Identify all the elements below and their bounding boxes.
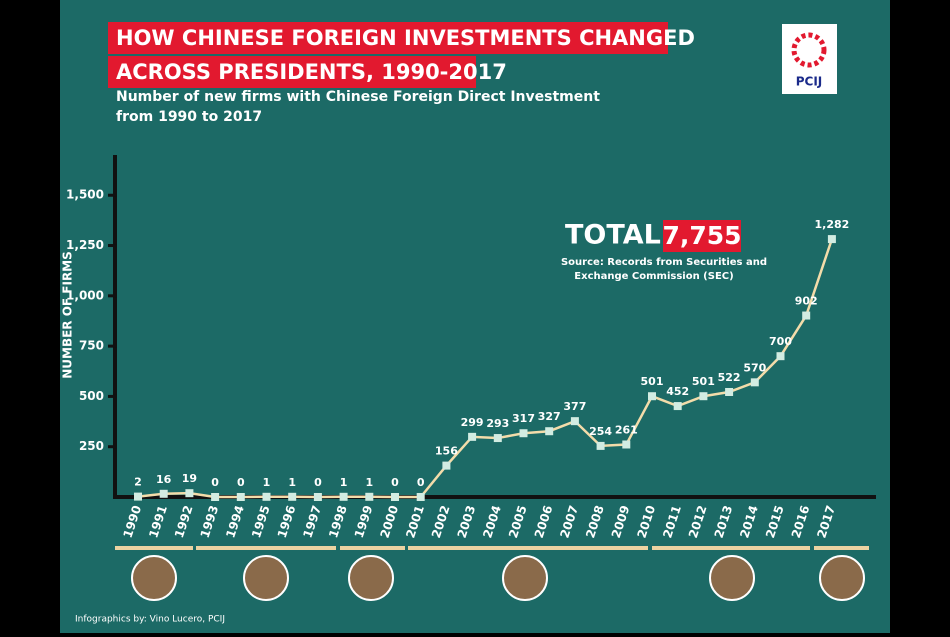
value-label: 501: [692, 375, 715, 388]
photo: [131, 555, 177, 601]
value-label: 902: [795, 295, 818, 308]
marker: [725, 387, 734, 396]
value-label: 377: [563, 400, 586, 413]
marker: [545, 427, 554, 436]
marker: [185, 489, 194, 498]
marker: [365, 492, 374, 501]
y-tick-label: 1,000: [66, 288, 104, 302]
marker: [339, 492, 348, 501]
y-tick-label: 1,250: [66, 238, 104, 252]
panel: [60, 0, 890, 633]
photo: [348, 555, 394, 601]
marker: [519, 429, 528, 438]
marker: [570, 417, 579, 426]
value-label: 0: [417, 476, 425, 489]
source: Source: Records from Securities and: [561, 257, 767, 268]
value-label: 19: [182, 472, 197, 485]
y-axis-label: NUMBER OF FIRMS: [61, 251, 75, 379]
value-label: 0: [314, 476, 322, 489]
value-label: 317: [512, 412, 535, 425]
value-label: 293: [486, 417, 509, 430]
value-label: 2: [134, 476, 142, 489]
marker: [750, 378, 759, 387]
marker: [699, 392, 708, 401]
value-label: 299: [461, 416, 484, 429]
y-tick-label: 750: [79, 339, 104, 353]
y-tick-label: 500: [79, 389, 104, 403]
y-tick-label: 1,500: [66, 188, 104, 202]
marker: [288, 492, 297, 501]
y-tick-label: 250: [79, 439, 104, 453]
marker: [648, 392, 656, 401]
marker: [262, 492, 271, 501]
marker: [159, 489, 168, 498]
term-bar: [652, 546, 810, 550]
marker: [416, 493, 425, 501]
line: [137, 238, 834, 499]
marker: [622, 440, 631, 449]
value-label: 1: [288, 476, 296, 489]
marker: [211, 493, 220, 501]
photo: [243, 555, 289, 601]
value-label: 570: [743, 361, 766, 374]
photo: [819, 555, 865, 601]
value-label: 0: [211, 476, 219, 489]
value-label: 452: [666, 385, 689, 398]
value-label: 700: [769, 335, 792, 348]
marker: [468, 432, 477, 441]
president-photos: [131, 555, 865, 601]
term-bar: [814, 546, 869, 550]
president-bars: [115, 546, 869, 550]
title: ACROSS PRESIDENTS, 1990-2017: [116, 60, 507, 84]
marker: [596, 441, 605, 450]
value-label: 327: [538, 410, 561, 423]
term-bar: [340, 546, 405, 550]
total-bg: [663, 220, 741, 252]
marker: [442, 461, 451, 470]
value-label: 16: [156, 473, 172, 486]
marker: [673, 402, 682, 411]
value-label: 1,282: [815, 218, 850, 231]
term-bar: [115, 546, 193, 550]
photo: [502, 555, 548, 601]
marker: [236, 493, 245, 501]
term-bar: [196, 546, 336, 550]
marker: [827, 235, 836, 244]
value-label: 1: [365, 476, 373, 489]
credit: Infographics by: Vino Lucero, PCIJ: [75, 615, 225, 625]
value-label: 1: [263, 476, 271, 489]
title-bg: [108, 56, 476, 88]
photo: [709, 555, 755, 601]
total-value: 7,755: [662, 221, 741, 250]
source: Exchange Commission (SEC): [574, 271, 733, 282]
subtitle: Number of new firms with Chinese Foreign…: [116, 89, 600, 105]
logo-text: PCIJ: [796, 75, 823, 89]
value-label: 1: [340, 476, 348, 489]
marker: [802, 311, 811, 320]
value-label: 0: [391, 476, 399, 489]
value-label: 0: [237, 476, 245, 489]
value-label: 501: [641, 375, 664, 388]
title: HOW CHINESE FOREIGN INVESTMENTS CHANGED: [116, 26, 695, 50]
marker: [134, 492, 142, 501]
value-label: 522: [718, 371, 741, 384]
marker: [776, 352, 785, 361]
title-bg: [108, 22, 668, 54]
value-label: 254: [589, 425, 612, 438]
logo-mark: [791, 32, 827, 68]
term-bar: [408, 546, 648, 550]
subtitle: from 1990 to 2017: [116, 109, 262, 125]
value-label: 261: [615, 423, 638, 436]
marker: [313, 493, 322, 501]
marker: [493, 434, 502, 443]
marker: [391, 493, 399, 501]
value-label: 156: [435, 445, 458, 458]
total-label: TOTAL:: [565, 220, 672, 251]
